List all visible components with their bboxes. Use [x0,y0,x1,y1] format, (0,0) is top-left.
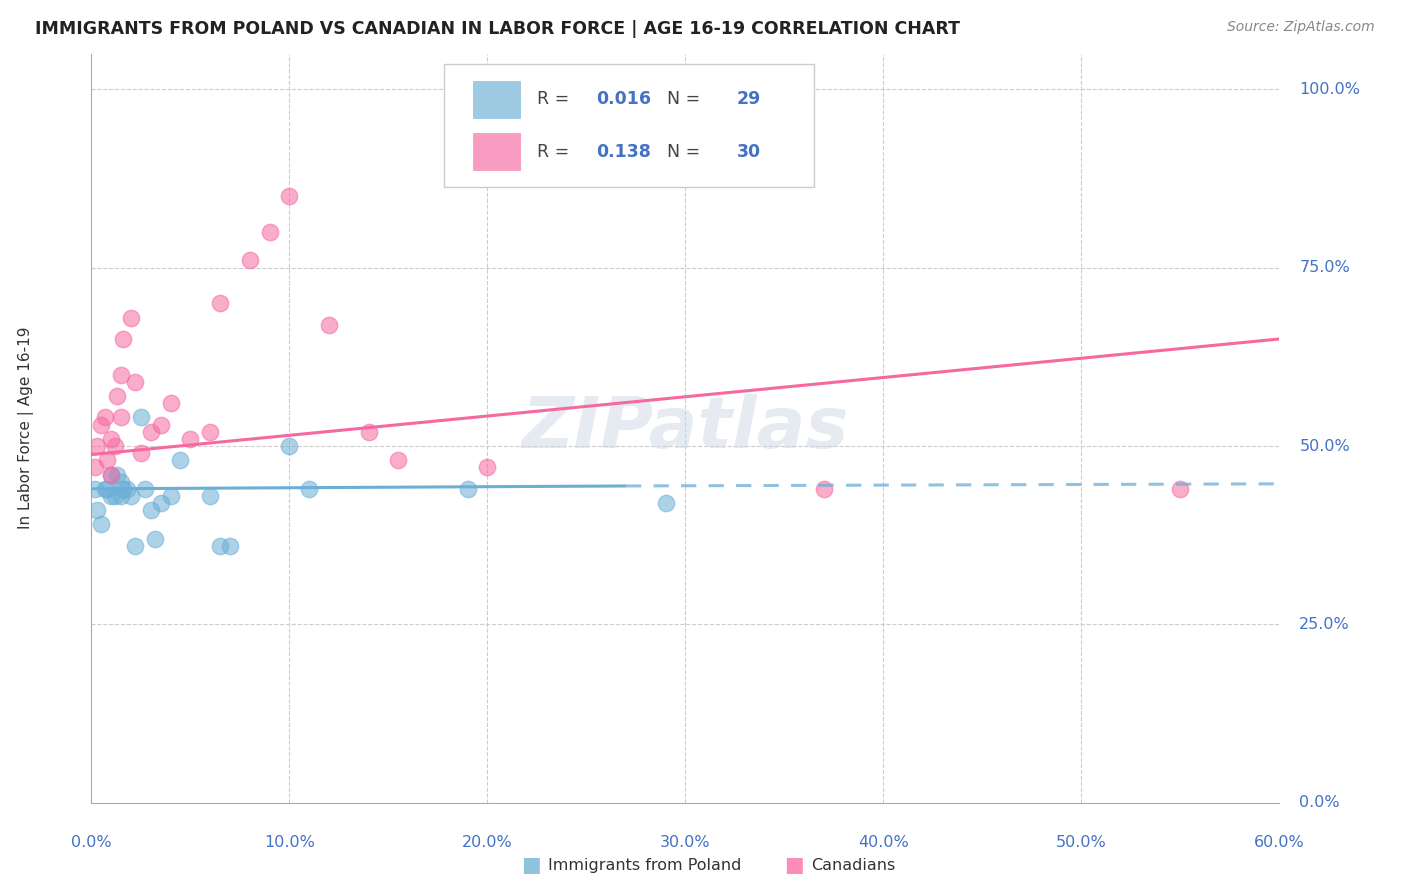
Point [84,460,107,475]
Point [357,425,380,439]
Point [96,453,118,467]
Point [129,410,152,425]
Text: ■: ■ [522,855,541,875]
Text: 25.0%: 25.0% [1299,617,1350,632]
Point [90,517,112,532]
Point [259,225,281,239]
Text: R =: R = [537,90,575,109]
Point [139,503,162,517]
Point [169,453,191,467]
Point [124,375,146,389]
Point [110,368,132,382]
Point [112,482,135,496]
Text: 0.0%: 0.0% [1299,796,1340,810]
Point [1170,482,1192,496]
Point [104,489,127,503]
Point [318,318,340,332]
Point [100,489,122,503]
Point [112,332,135,346]
Point [457,482,479,496]
Point [104,439,127,453]
Point [105,389,128,403]
Text: N =: N = [655,143,706,161]
Text: 0.0%: 0.0% [72,835,111,850]
Point [110,475,132,489]
Text: 30.0%: 30.0% [659,835,711,850]
Bar [472,133,520,170]
Text: 40.0%: 40.0% [858,835,908,850]
Point [298,482,321,496]
Point [149,496,172,510]
Point [129,446,152,460]
Point [90,417,112,432]
Point [96,482,118,496]
Point [100,467,122,482]
Text: IMMIGRANTS FROM POLAND VS CANADIAN IN LABOR FORCE | AGE 16-19 CORRELATION CHART: IMMIGRANTS FROM POLAND VS CANADIAN IN LA… [35,20,960,37]
Point [143,532,166,546]
Text: 0.138: 0.138 [596,143,651,161]
Point [110,410,132,425]
Point [105,467,128,482]
Text: 75.0%: 75.0% [1299,260,1350,275]
Point [200,425,222,439]
Point [94,482,117,496]
Point [654,496,676,510]
Text: 30: 30 [737,143,761,161]
Point [139,425,162,439]
Point [209,539,232,553]
Text: 29: 29 [737,90,761,109]
Text: ■: ■ [785,855,804,875]
Point [278,189,301,203]
Text: 0.016: 0.016 [596,90,651,109]
Text: ZIPatlas: ZIPatlas [522,393,849,463]
Text: 50.0%: 50.0% [1056,835,1107,850]
Point [84,482,107,496]
Point [149,417,172,432]
Point [159,396,181,410]
Text: Immigrants from Poland: Immigrants from Poland [548,858,742,872]
Text: 60.0%: 60.0% [1254,835,1305,850]
Text: 10.0%: 10.0% [264,835,315,850]
Point [115,482,138,496]
FancyBboxPatch shape [444,64,814,187]
Point [86,503,108,517]
Point [100,432,122,446]
Point [209,296,232,310]
Point [477,460,499,475]
Text: R =: R = [537,143,575,161]
Text: N =: N = [655,90,706,109]
Point [239,253,262,268]
Point [94,410,117,425]
Point [387,453,409,467]
Text: Source: ZipAtlas.com: Source: ZipAtlas.com [1227,20,1375,34]
Text: 50.0%: 50.0% [1299,439,1350,453]
Point [278,439,301,453]
Bar [472,80,520,118]
Point [219,539,242,553]
Point [124,539,146,553]
Point [134,482,156,496]
Text: In Labor Force | Age 16-19: In Labor Force | Age 16-19 [18,326,34,530]
Point [86,439,108,453]
Point [100,467,122,482]
Point [120,489,142,503]
Text: Canadians: Canadians [811,858,896,872]
Text: 20.0%: 20.0% [463,835,513,850]
Point [120,310,142,325]
Point [179,432,201,446]
Point [159,489,181,503]
Point [110,489,132,503]
Text: 100.0%: 100.0% [1299,82,1360,96]
Point [200,489,222,503]
Point [813,482,835,496]
